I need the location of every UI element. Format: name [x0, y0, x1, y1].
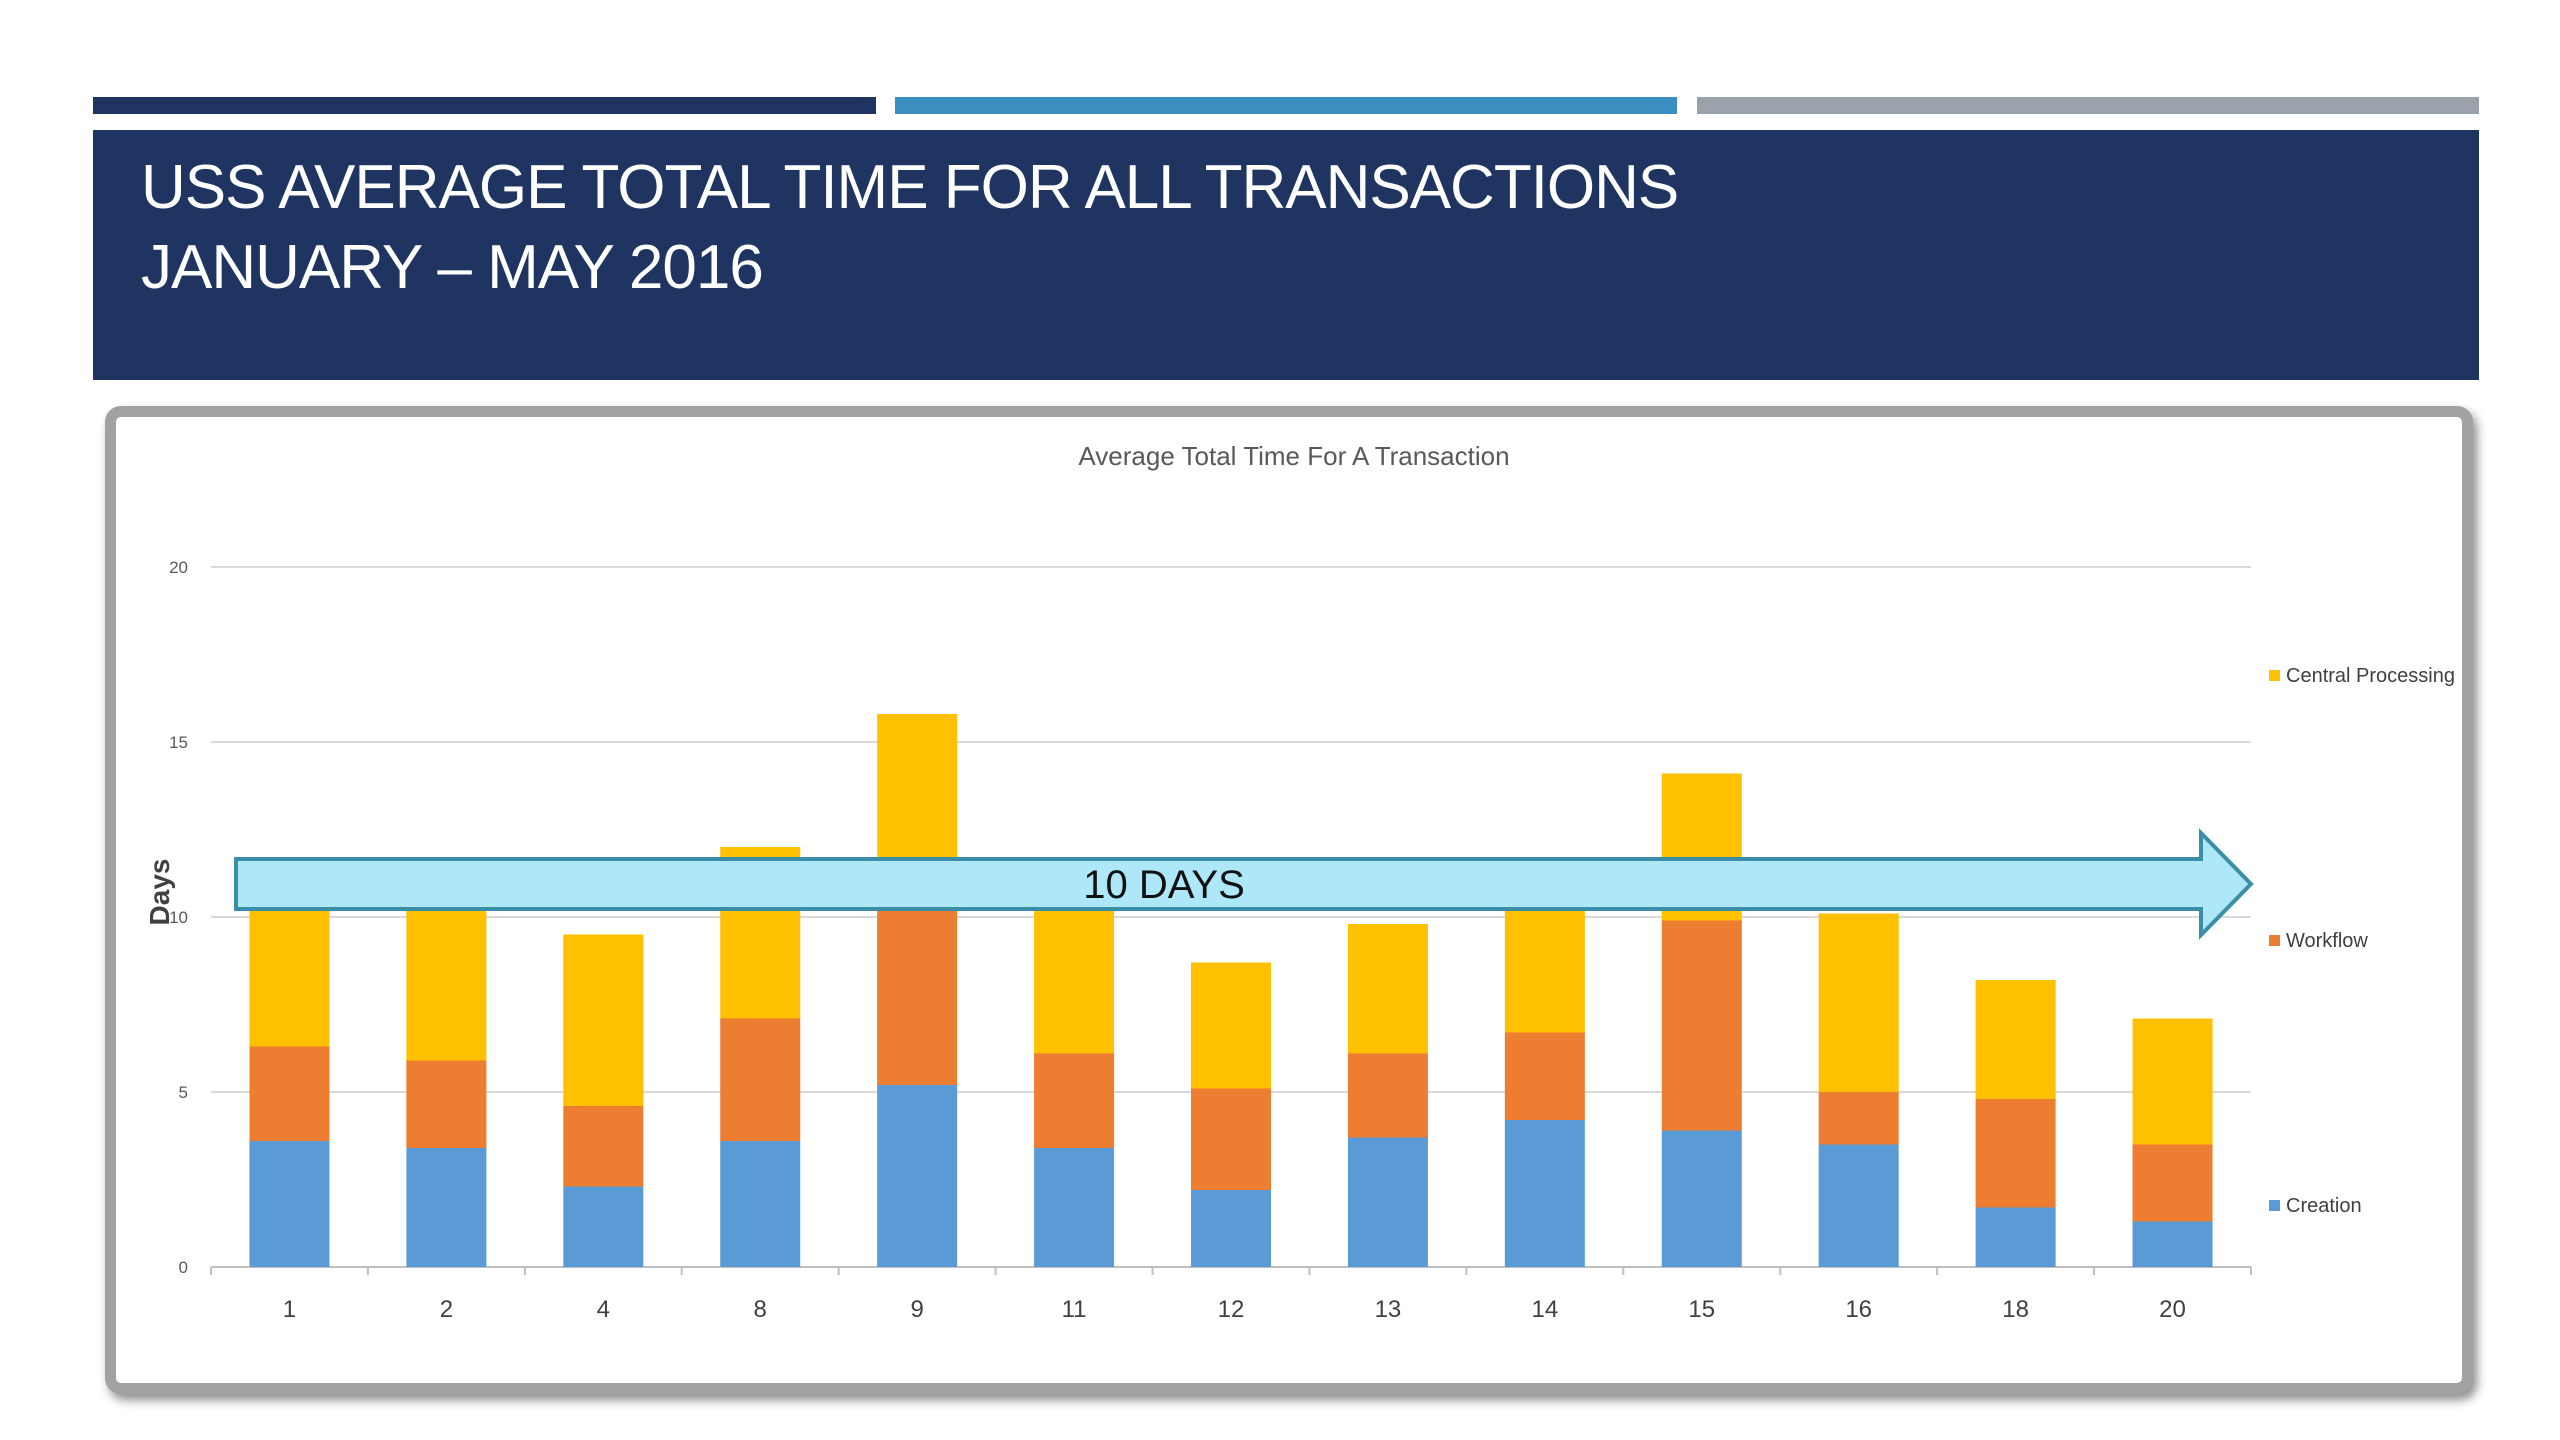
bar-creation	[1347, 1137, 1428, 1267]
bar-workflow	[1661, 920, 1742, 1131]
x-tick-label: 13	[1375, 1296, 1402, 1323]
bar-workflow	[2132, 1144, 2213, 1222]
y-tick-label: 0	[179, 1258, 188, 1277]
legend: Central Processing Workflow Creation	[2269, 665, 2455, 1217]
bar-central-processing	[2132, 1018, 2213, 1145]
slide-title-line-1: USS AVERAGE TOTAL TIME FOR ALL TRANSACTI…	[141, 153, 1679, 222]
bar-central-processing	[1034, 910, 1115, 1054]
x-tick-label: 12	[1218, 1296, 1245, 1323]
accent-strip-gray	[1697, 97, 2479, 114]
legend-swatch	[2269, 935, 2280, 946]
x-tick-label: 11	[1062, 1296, 1087, 1323]
bar-workflow	[1504, 1032, 1585, 1120]
y-tick-label: 10	[169, 908, 188, 927]
arrow-label: 10 DAYS	[1083, 863, 1245, 907]
bar-creation	[249, 1141, 330, 1267]
y-tick-labels: 0 5 10 15 20	[169, 558, 188, 1277]
x-tick-label: 14	[1531, 1296, 1558, 1323]
y-axis-label: Days	[144, 859, 175, 926]
x-tick-label: 2	[440, 1296, 453, 1323]
chart-canvas: Average Total Time For A Transaction Day…	[144, 441, 2455, 1323]
x-tick-label: 8	[754, 1296, 767, 1323]
bar-workflow	[720, 1018, 801, 1141]
x-tick-label: 4	[597, 1296, 610, 1323]
bar-central-processing	[406, 910, 487, 1061]
x-tick-labels: 1 2 4 8 9 11 12 13 14 15 16 18 20	[283, 1296, 2186, 1323]
ten-days-arrow: 10 DAYS	[234, 828, 2254, 940]
bar-creation	[720, 1141, 801, 1267]
bar-workflow	[877, 906, 958, 1085]
accent-strip-navy	[93, 97, 876, 114]
bar-central-processing	[1191, 962, 1271, 1089]
accent-strip-teal	[895, 97, 1677, 114]
bar-creation	[1818, 1144, 1899, 1267]
legend-swatch	[2269, 670, 2280, 681]
bar-workflow	[406, 1060, 487, 1148]
bar-central-processing	[1818, 913, 1899, 1092]
arrow-shape	[234, 828, 2254, 940]
legend-label: Workflow	[2286, 930, 2368, 952]
bar-workflow	[1347, 1053, 1428, 1138]
bar-creation	[1191, 1190, 1271, 1267]
bar-central-processing	[1975, 980, 2056, 1099]
bar-workflow	[1191, 1088, 1271, 1190]
legend-label: Creation	[2286, 1195, 2362, 1217]
chart-frame: Average Total Time For A Transaction Day…	[105, 406, 2473, 1394]
bar-creation	[1975, 1207, 2056, 1267]
slide-title-line-2: JANUARY – MAY 2016	[141, 233, 764, 302]
bar-creation	[1034, 1148, 1115, 1267]
bar-workflow	[1818, 1092, 1899, 1145]
bar-central-processing	[1347, 924, 1428, 1054]
legend-swatch	[2269, 1200, 2280, 1211]
title-band: USS AVERAGE TOTAL TIME FOR ALL TRANSACTI…	[93, 130, 2479, 380]
bar-creation	[406, 1148, 487, 1267]
bar-workflow	[1975, 1099, 2056, 1208]
bar-workflow	[563, 1106, 644, 1187]
y-tick-label: 5	[179, 1083, 188, 1102]
x-tick-label: 18	[2002, 1296, 2029, 1323]
x-tick-label: 20	[2159, 1296, 2186, 1323]
y-tick-label: 20	[169, 558, 188, 577]
bars	[249, 714, 2213, 1267]
x-tick-label: 15	[1688, 1296, 1715, 1323]
bar-creation	[563, 1186, 644, 1267]
legend-label: Central Processing	[2286, 665, 2455, 687]
x-tick-label: 1	[283, 1296, 296, 1323]
chart-title: Average Total Time For A Transaction	[1078, 441, 1509, 471]
bar-creation	[2132, 1221, 2213, 1267]
bar-central-processing	[249, 910, 330, 1047]
bar-creation	[877, 1085, 958, 1267]
bar-workflow	[1034, 1053, 1115, 1148]
bar-central-processing	[563, 934, 644, 1106]
x-tick-label: 16	[1845, 1296, 1872, 1323]
bar-creation	[1661, 1130, 1742, 1267]
bar-workflow	[249, 1046, 330, 1141]
bar-creation	[1504, 1120, 1585, 1267]
x-tick-label: 9	[910, 1296, 923, 1323]
y-tick-label: 15	[169, 733, 188, 752]
bar-central-processing	[1504, 910, 1585, 1033]
